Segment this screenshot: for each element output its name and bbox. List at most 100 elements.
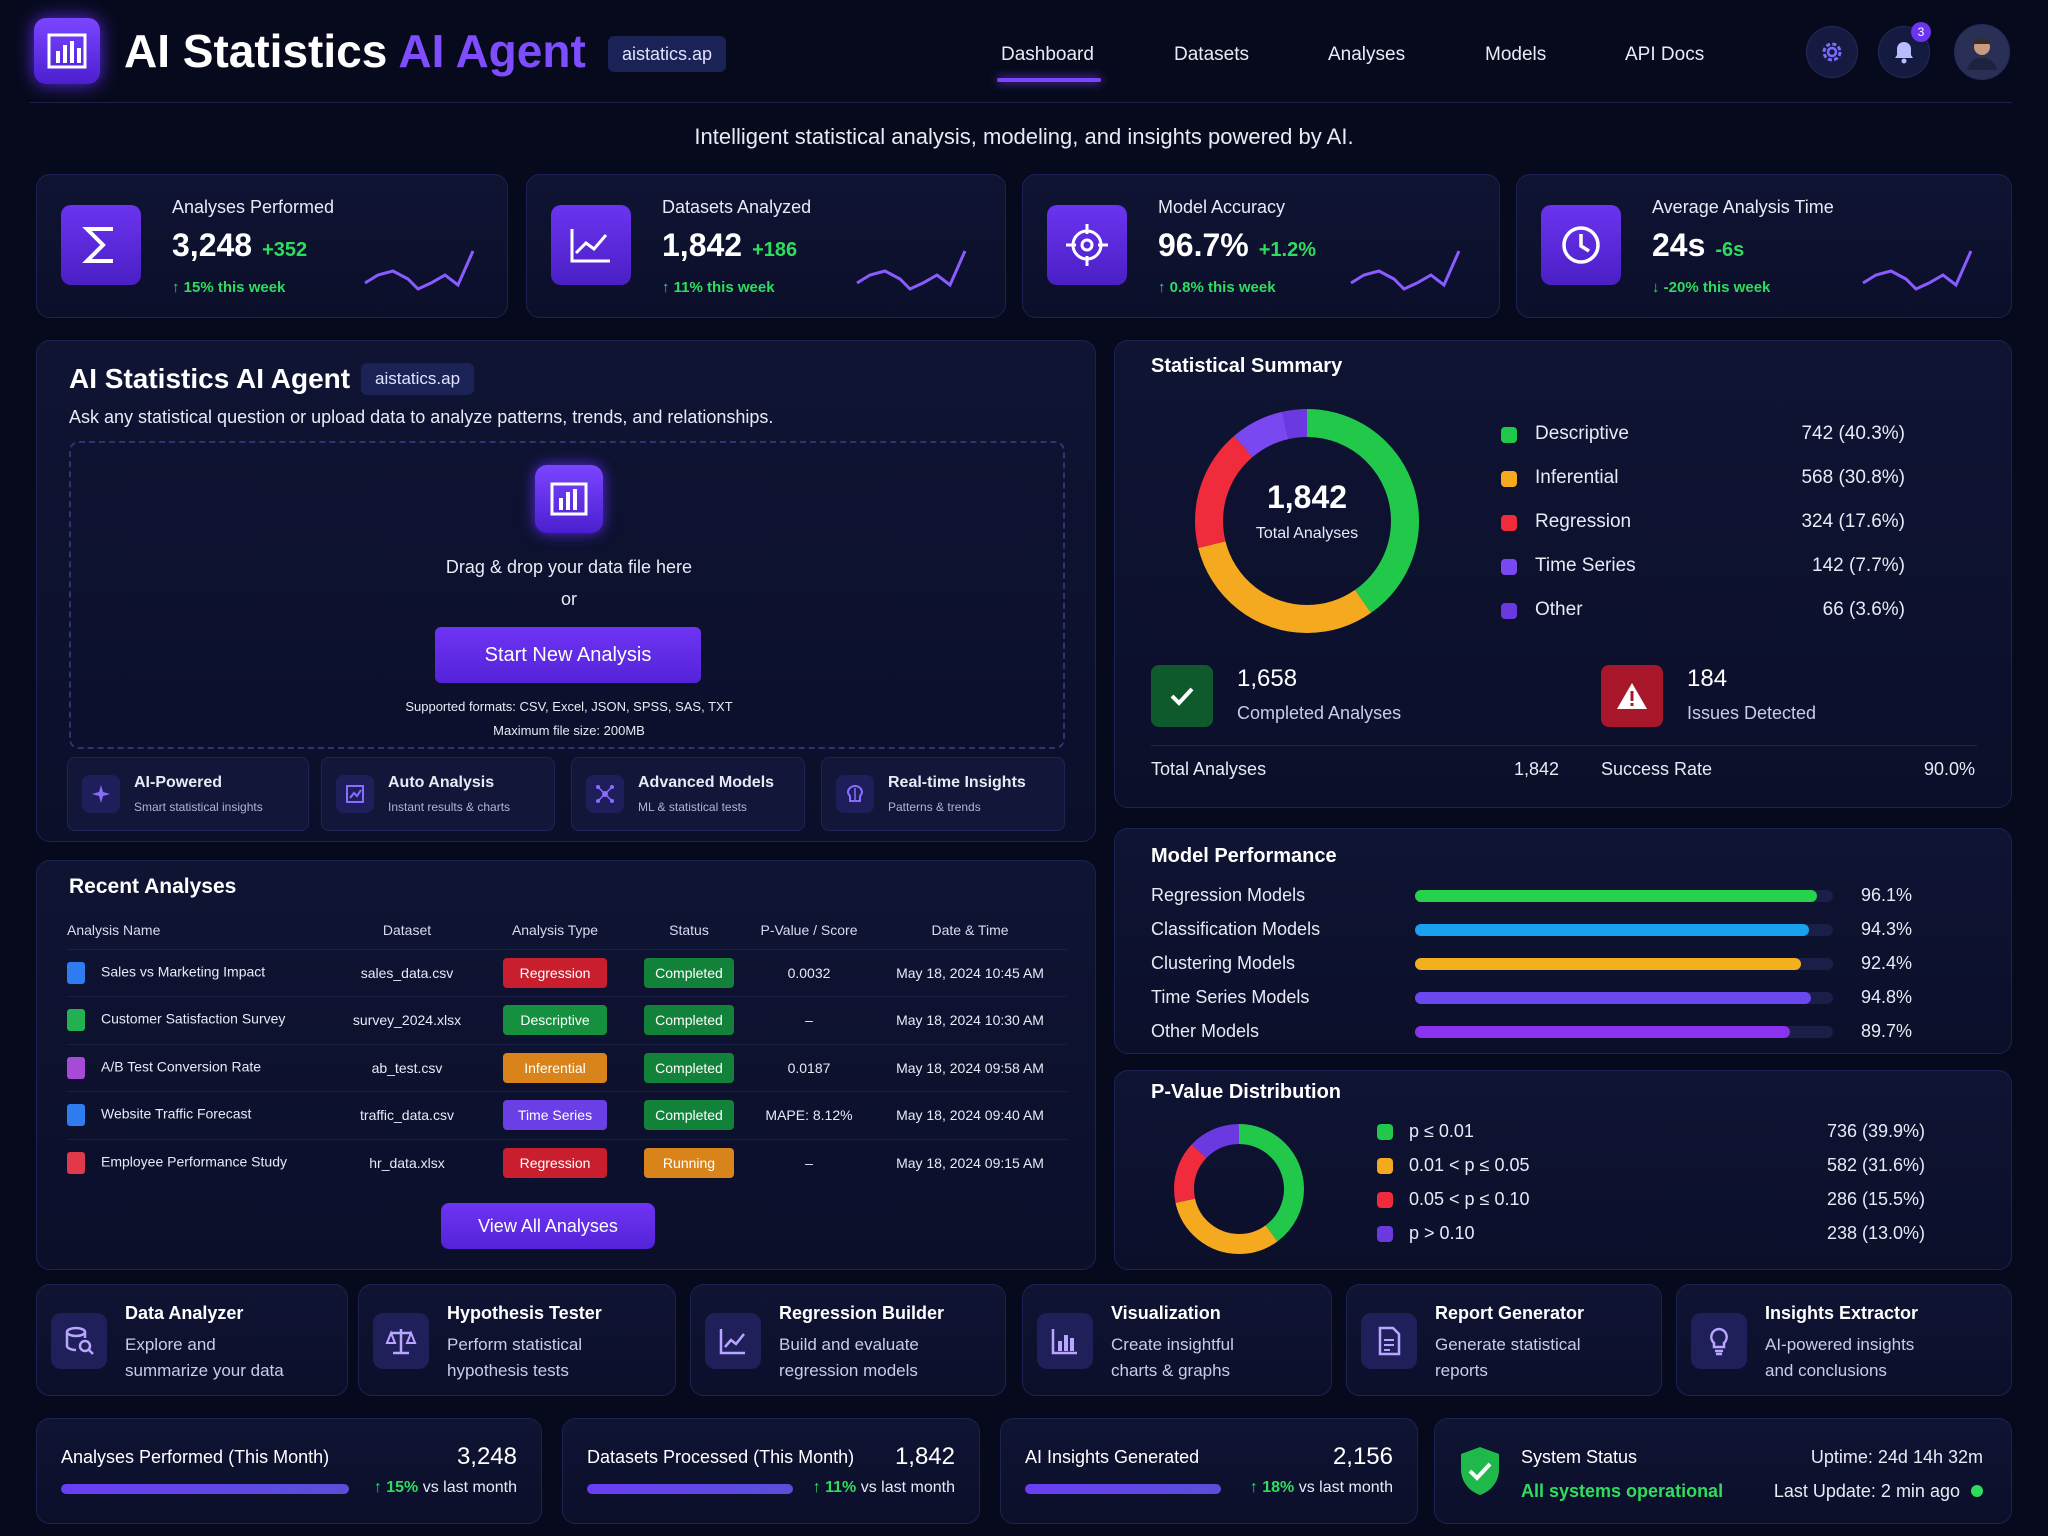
type-badge: Regression bbox=[503, 1148, 607, 1178]
performance-label: Regression Models bbox=[1151, 885, 1306, 905]
notifications-button[interactable] bbox=[1878, 26, 1930, 78]
stat-value: 24s -6s bbox=[1652, 227, 1744, 264]
tool-title: Report Generator bbox=[1435, 1303, 1585, 1323]
app-title: AI Statistics AI Agent bbox=[124, 24, 586, 78]
cell-analysis-type: Inferential bbox=[477, 1043, 633, 1092]
shield-check-icon bbox=[1461, 1447, 1499, 1495]
status-dot bbox=[1971, 1485, 1983, 1497]
stat-value: 3,248 +352 bbox=[172, 227, 307, 264]
summary-donut-slice-4 bbox=[1195, 409, 1419, 633]
check-icon bbox=[1151, 665, 1213, 727]
success-rate-value: 90.0% bbox=[1923, 759, 1975, 779]
nav-models[interactable]: Models bbox=[1485, 44, 1547, 65]
nav-analyses[interactable]: Analyses bbox=[1328, 44, 1406, 65]
legend-value: 742 (40.3%) bbox=[1801, 423, 1905, 444]
cell-status: Completed bbox=[633, 948, 745, 997]
bottom-stat-delta: ↑ 15% vs last month bbox=[374, 1479, 517, 1497]
table-row[interactable]: Customer Satisfaction Survey survey_2024.… bbox=[67, 996, 1067, 1044]
stat-value-number: 96.7% bbox=[1158, 227, 1249, 263]
app-logo[interactable] bbox=[34, 18, 100, 84]
file-drop-zone[interactable]: Drag & drop your data file here or Start… bbox=[69, 441, 1065, 749]
sparkline bbox=[1350, 250, 1461, 291]
stat-icon-tile bbox=[1541, 205, 1621, 285]
cell-date: May 18, 2024 09:58 AM bbox=[873, 1043, 1067, 1092]
pvalue-donut-slice-2 bbox=[1174, 1124, 1304, 1254]
stat-title: Model Accuracy bbox=[1158, 197, 1286, 217]
drop-text: Drag & drop your data file here bbox=[445, 557, 693, 577]
col-analysis-type: Analysis Type bbox=[511, 921, 599, 938]
pvalue-swatch bbox=[1377, 1124, 1393, 1140]
cell-analysis-name: Employee Performance Study bbox=[67, 1138, 337, 1187]
nav-dashboard[interactable]: Dashboard bbox=[1001, 44, 1094, 65]
sigma-icon bbox=[82, 227, 113, 263]
tool-card-visualization[interactable]: Visualization Create insightful charts & … bbox=[1022, 1284, 1332, 1396]
performance-bar-fill bbox=[1415, 992, 1812, 1004]
performance-value: 94.3% bbox=[1861, 919, 1913, 939]
summary-divider bbox=[1151, 745, 1977, 746]
nav-datasets[interactable]: Datasets bbox=[1174, 44, 1249, 65]
pvalue-label: 0.01 < p ≤ 0.05 bbox=[1409, 1155, 1530, 1175]
tool-card-data-analyzer[interactable]: Data Analyzer Explore and summarize your … bbox=[36, 1284, 348, 1396]
pvalue-label: p > 0.10 bbox=[1409, 1223, 1475, 1243]
legend-label: Time Series bbox=[1535, 555, 1636, 576]
summary-title: Statistical Summary bbox=[1151, 355, 1343, 377]
legend-swatch bbox=[1501, 559, 1517, 575]
tool-card-hypothesis-tester[interactable]: Hypothesis Tester Perform statistical hyp… bbox=[358, 1284, 676, 1396]
legend-value: 66 (3.6%) bbox=[1822, 599, 1905, 620]
app-title-accent: AI Agent bbox=[398, 25, 586, 77]
stat-title: Average Analysis Time bbox=[1652, 197, 1834, 217]
completed-label: Completed Analyses bbox=[1237, 703, 1402, 723]
table-row[interactable]: Sales vs Marketing Impact sales_data.csv R… bbox=[67, 948, 1067, 997]
stat-title: Datasets Analyzed bbox=[662, 197, 812, 217]
bar-chart-icon bbox=[550, 482, 588, 516]
feature-subtitle: ML & statistical tests bbox=[638, 800, 747, 814]
performance-bar-track bbox=[1415, 890, 1833, 902]
table-row[interactable]: Website Traffic Forecast traffic_data.csv… bbox=[67, 1091, 1067, 1139]
scales-icon bbox=[373, 1313, 429, 1369]
clock-icon bbox=[1562, 226, 1600, 264]
bottom-stat-label: Analyses Performed (This Month) bbox=[61, 1447, 330, 1467]
table-header-row: Analysis Name Dataset Analysis Type Stat… bbox=[67, 911, 1067, 949]
cell-dataset: traffic_data.csv bbox=[337, 1091, 477, 1139]
stat-delta: +352 bbox=[262, 239, 308, 261]
tool-card-report-generator[interactable]: Report Generator Generate statistical rep… bbox=[1346, 1284, 1662, 1396]
performance-bar-track bbox=[1415, 958, 1833, 970]
bottom-stat-insights: AI Insights Generated 2,156 ↑ 18% vs las… bbox=[1000, 1418, 1418, 1524]
tool-card-insights-extractor[interactable]: Insights Extractor AI-powered insights an… bbox=[1676, 1284, 2012, 1396]
analysis-name-text: A/B Test Conversion Rate bbox=[101, 1058, 262, 1075]
nav-api-docs[interactable]: API Docs bbox=[1625, 44, 1705, 65]
table-row[interactable]: A/B Test Conversion Rate ab_test.csv Infer… bbox=[67, 1043, 1067, 1092]
bottom-stat-value: 2,156 bbox=[1332, 1443, 1393, 1470]
issues-label: Issues Detected bbox=[1687, 703, 1817, 723]
start-new-analysis-button[interactable]: Start New Analysis bbox=[435, 627, 701, 683]
performance-bar-track bbox=[1415, 992, 1833, 1004]
bottom-stat-progress bbox=[61, 1484, 349, 1494]
performance-value: 96.1% bbox=[1861, 885, 1913, 905]
table-row[interactable]: Employee Performance Study hr_data.xlsx Re… bbox=[67, 1138, 1067, 1187]
stat-value-number: 1,842 bbox=[662, 227, 743, 263]
file-icon bbox=[67, 1056, 85, 1079]
stat-card-analyses: Analyses Performed 3,248 +352 ↑ 15% this … bbox=[36, 174, 508, 318]
feature-realtime-insights: Real-time Insights Patterns & trends bbox=[821, 757, 1065, 831]
bottom-stat-progress bbox=[587, 1484, 793, 1494]
cell-pvalue: – bbox=[745, 996, 873, 1044]
tool-card-regression-builder[interactable]: Regression Builder Build and evaluate reg… bbox=[690, 1284, 1006, 1396]
user-avatar[interactable] bbox=[1954, 24, 2010, 80]
total-row-value: 1,842 bbox=[1513, 759, 1559, 779]
cell-analysis-type: Descriptive bbox=[477, 996, 633, 1044]
col-date: Date & Time bbox=[931, 921, 1009, 938]
cell-date: May 18, 2024 10:45 AM bbox=[873, 948, 1067, 997]
status-badge: Completed bbox=[644, 957, 734, 988]
cell-analysis-type: Regression bbox=[477, 1138, 633, 1187]
tool-description: Generate statistical reports bbox=[1435, 1335, 1581, 1380]
bottom-stat-label: AI Insights Generated bbox=[1025, 1447, 1200, 1467]
performance-label: Other Models bbox=[1151, 1021, 1260, 1041]
settings-button[interactable] bbox=[1806, 26, 1858, 78]
view-all-analyses-button[interactable]: View All Analyses bbox=[441, 1203, 655, 1249]
performance-bar-fill bbox=[1415, 890, 1817, 902]
supported-formats: Supported formats: CSV, Excel, JSON, SPS… bbox=[405, 699, 733, 714]
donut-total-label: Total Analyses bbox=[1255, 525, 1359, 542]
pvalue-donut-slice-1 bbox=[1174, 1124, 1304, 1254]
legend-label: Inferential bbox=[1535, 467, 1619, 488]
cell-analysis-type: Regression bbox=[477, 948, 633, 997]
